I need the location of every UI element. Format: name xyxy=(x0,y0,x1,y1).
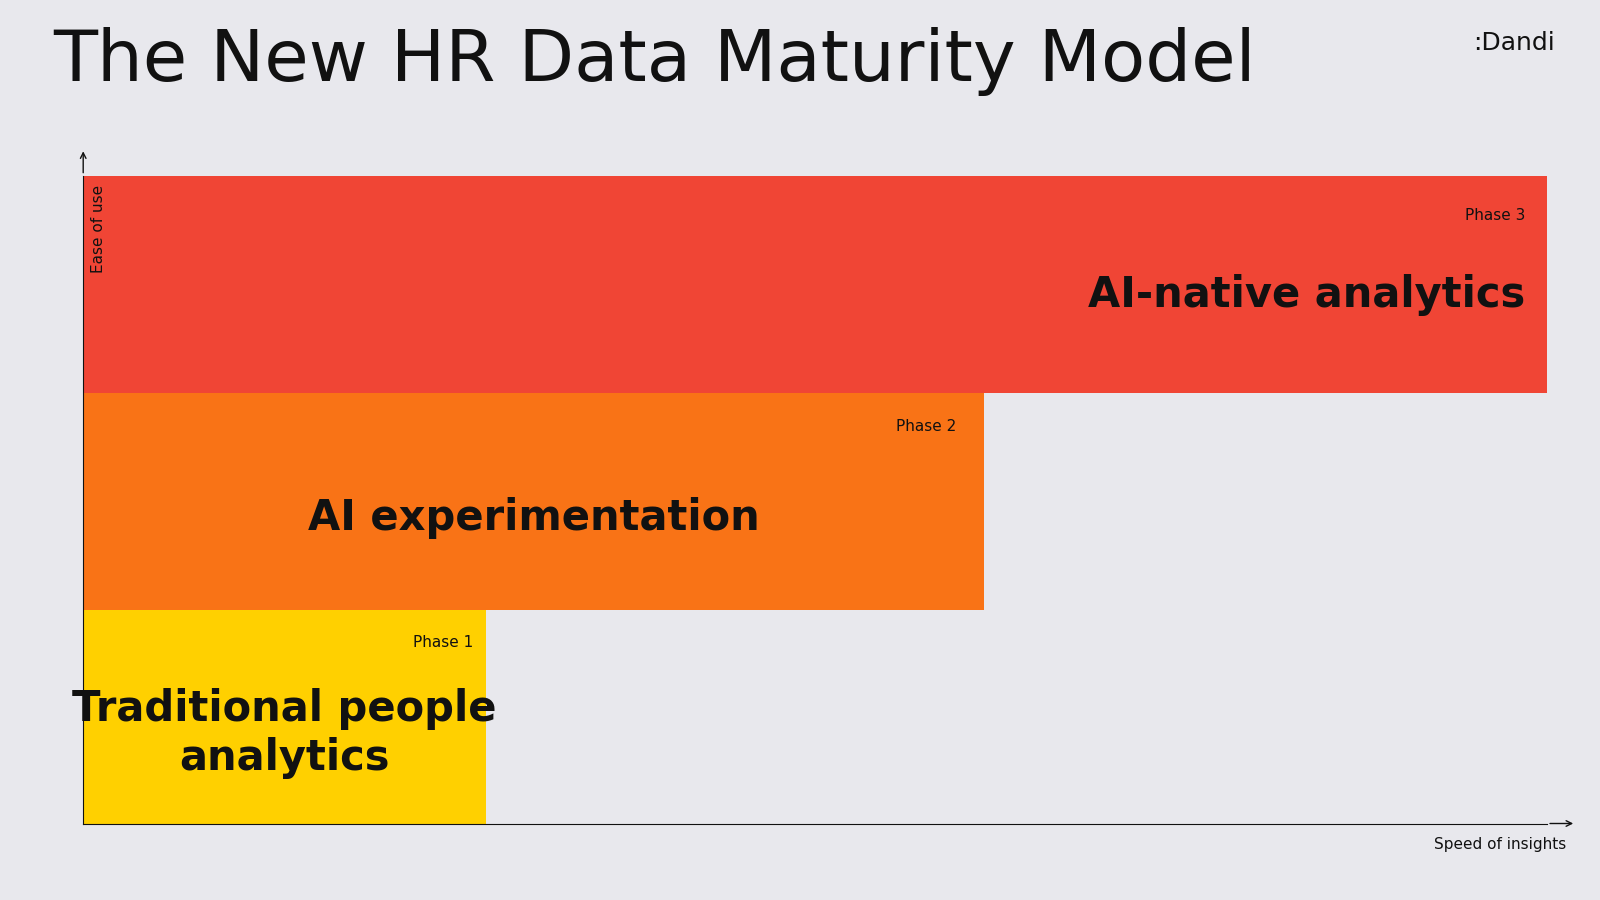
Text: Ease of use: Ease of use xyxy=(91,184,106,273)
FancyBboxPatch shape xyxy=(83,609,486,824)
Text: :Dandi: :Dandi xyxy=(1474,32,1555,56)
Text: Phase 1: Phase 1 xyxy=(413,635,474,651)
Text: The New HR Data Maturity Model: The New HR Data Maturity Model xyxy=(53,27,1256,96)
Text: Phase 3: Phase 3 xyxy=(1466,208,1525,223)
Text: AI-native analytics: AI-native analytics xyxy=(1088,274,1525,316)
Text: Traditional people
analytics: Traditional people analytics xyxy=(72,688,496,779)
Text: Phase 2: Phase 2 xyxy=(896,418,957,434)
Text: AI experimentation: AI experimentation xyxy=(307,498,760,539)
FancyBboxPatch shape xyxy=(83,176,1547,392)
FancyBboxPatch shape xyxy=(83,392,984,609)
Text: Speed of insights: Speed of insights xyxy=(1434,837,1566,852)
